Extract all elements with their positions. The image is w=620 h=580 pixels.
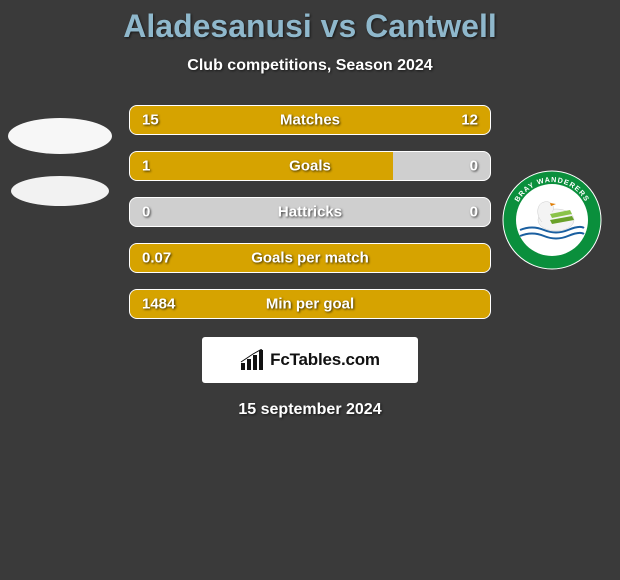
stat-value-left: 1484 (142, 296, 175, 313)
stat-label: Goals (289, 158, 331, 175)
stat-value-left: 0 (142, 204, 150, 221)
stat-bar-row: 15 12 Matches (129, 105, 491, 135)
brand-box[interactable]: FcTables.com (202, 337, 418, 383)
stat-value-left: 15 (142, 112, 159, 129)
stat-value-left: 1 (142, 158, 150, 175)
stat-label: Min per goal (266, 296, 354, 313)
silhouette-oval-top (8, 118, 112, 154)
stat-bar-row: 1 0 Goals (129, 151, 491, 181)
bar-fill-left (130, 152, 393, 180)
stat-value-right: 12 (461, 112, 478, 129)
silhouette-oval-bottom (11, 176, 109, 206)
date-line: 15 september 2024 (238, 401, 381, 419)
left-player-silhouette (6, 118, 114, 206)
stat-label: Matches (280, 112, 340, 129)
stat-bars: 15 12 Matches 1 0 Goals 0 0 Hattricks 0.07 Goals p… (129, 105, 491, 319)
stat-label: Goals per match (251, 250, 369, 267)
stat-value-left: 0.07 (142, 250, 171, 267)
stat-bar-row: 0 0 Hattricks (129, 197, 491, 227)
stat-bar-row: 0.07 Goals per match (129, 243, 491, 273)
stat-value-right: 0 (470, 204, 478, 221)
brand-text: FcTables.com (270, 350, 380, 370)
stat-value-right: 0 (470, 158, 478, 175)
right-club-badge: BRAY WANDERERS FOOTBALL CLUB (502, 170, 602, 270)
page-title: Aladesanusi vs Cantwell (123, 8, 496, 45)
stat-bar-row: 1484 Min per goal (129, 289, 491, 319)
page-subtitle: Club competitions, Season 2024 (187, 57, 432, 75)
bars-icon (240, 349, 266, 371)
club-badge-svg: BRAY WANDERERS FOOTBALL CLUB (502, 170, 602, 270)
stat-label: Hattricks (278, 204, 342, 221)
